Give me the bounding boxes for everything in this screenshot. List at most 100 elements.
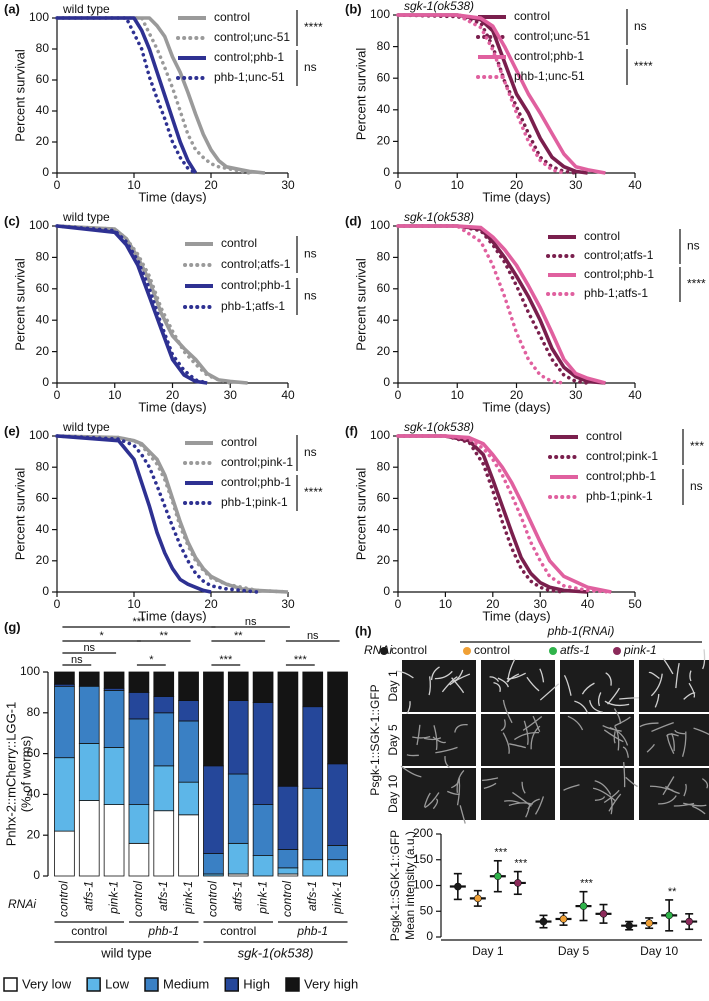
significance-label: *** <box>690 439 704 453</box>
bar-segment <box>153 765 175 812</box>
x-tick-label: 0 <box>54 388 61 402</box>
bar-segment <box>54 671 75 685</box>
worm <box>604 700 630 707</box>
bar-segment <box>178 700 199 722</box>
worm <box>651 722 674 733</box>
worm <box>589 700 603 713</box>
bar-segment <box>103 804 125 877</box>
bar-segment <box>78 800 100 877</box>
worm <box>592 787 616 802</box>
y-axis-label: Percent survival <box>12 258 27 351</box>
x-tick-label: 30 <box>281 597 295 611</box>
worm <box>607 687 621 705</box>
bar-segment <box>178 814 199 877</box>
mean-dot <box>494 872 502 881</box>
row-label: RNAi <box>364 643 392 657</box>
legend-label: control <box>221 236 257 250</box>
worm <box>523 720 529 745</box>
worm <box>452 669 464 683</box>
legend-label: Medium <box>163 976 209 991</box>
worm <box>646 743 655 753</box>
group-label: phb-1(RNAi) <box>547 624 615 638</box>
x-tick-label: 50 <box>628 597 642 611</box>
y-tick-label: 60 <box>377 491 391 505</box>
worm <box>454 723 468 733</box>
legend-label: Low <box>105 976 129 991</box>
worm <box>539 683 560 701</box>
worm <box>441 676 458 693</box>
worm <box>500 719 506 732</box>
worm <box>497 677 509 688</box>
category-label: control <box>131 881 145 917</box>
y-tick-label: 0 <box>383 165 390 179</box>
mean-dot <box>665 911 673 920</box>
bar-segment <box>227 700 249 775</box>
group-label: sgk-1(ok538) <box>238 945 314 960</box>
significance-label: *** <box>514 858 528 870</box>
legend-label: phb-1;unc-51 <box>214 70 285 84</box>
survival-curve <box>396 434 614 594</box>
survival-curve <box>396 13 578 175</box>
y-tick-label: 150 <box>413 852 433 866</box>
y-axis-label: Percent survival <box>353 468 368 561</box>
worm <box>432 736 447 744</box>
mean-dot <box>599 910 608 918</box>
worm <box>412 736 431 739</box>
bar-segment <box>327 845 348 861</box>
y-tick-label: 100 <box>20 664 40 678</box>
y-tick-label: 40 <box>36 103 50 117</box>
survival-curve <box>55 224 209 385</box>
y-tick-label: 100 <box>370 7 390 21</box>
x-axis-label: Time (days) <box>138 189 206 204</box>
bar-segment <box>78 671 100 687</box>
panel-label: (h) <box>355 623 372 638</box>
panel-label: (f) <box>345 423 358 438</box>
y-tick-label: 100 <box>29 10 49 24</box>
worm <box>432 798 439 810</box>
worm <box>658 795 677 805</box>
y-tick-label: 0 <box>33 868 40 882</box>
worm <box>416 724 421 746</box>
micrograph <box>481 660 555 712</box>
worm <box>650 785 674 792</box>
survival-curve <box>396 224 590 385</box>
micrograph <box>560 660 634 712</box>
legend-swatch <box>3 977 18 992</box>
worm <box>693 727 709 736</box>
legend-label: phb-1;unc-51 <box>514 69 585 83</box>
bar-segment <box>153 712 175 767</box>
worm <box>530 725 541 750</box>
bar-segment <box>252 702 274 805</box>
worm <box>674 729 686 735</box>
y-tick-label: 20 <box>377 553 391 567</box>
x-axis-label: Time (days) <box>482 608 550 623</box>
worm <box>603 729 624 743</box>
bar-segment <box>153 696 175 714</box>
significance-label: *** <box>132 616 146 628</box>
worm <box>428 676 431 696</box>
worm <box>489 676 500 682</box>
mean-dot <box>474 894 482 903</box>
bar-segment <box>252 804 274 856</box>
worm <box>563 784 580 791</box>
x-tick-label: 10 <box>439 597 453 611</box>
legend-label: control;atfs-1 <box>221 257 291 271</box>
significance-label: **** <box>687 277 706 291</box>
worm <box>594 780 612 795</box>
x-tick-label: 30 <box>569 178 583 192</box>
y-tick-label: 60 <box>377 281 391 295</box>
bar-segment <box>302 706 324 789</box>
bar-segment <box>153 810 175 877</box>
worm <box>623 762 626 788</box>
significance-label: ns <box>304 60 317 74</box>
survival-curve <box>57 16 198 174</box>
worm <box>666 734 675 754</box>
worm <box>534 796 545 815</box>
y-tick-label: 200 <box>413 826 433 840</box>
y-tick-label: 100 <box>413 878 433 892</box>
bar-segment <box>203 765 224 854</box>
worm <box>567 715 584 731</box>
x-tick-label: 20 <box>204 597 218 611</box>
y-tick-label: 20 <box>36 134 50 148</box>
y-tick-label: 0 <box>383 375 390 389</box>
